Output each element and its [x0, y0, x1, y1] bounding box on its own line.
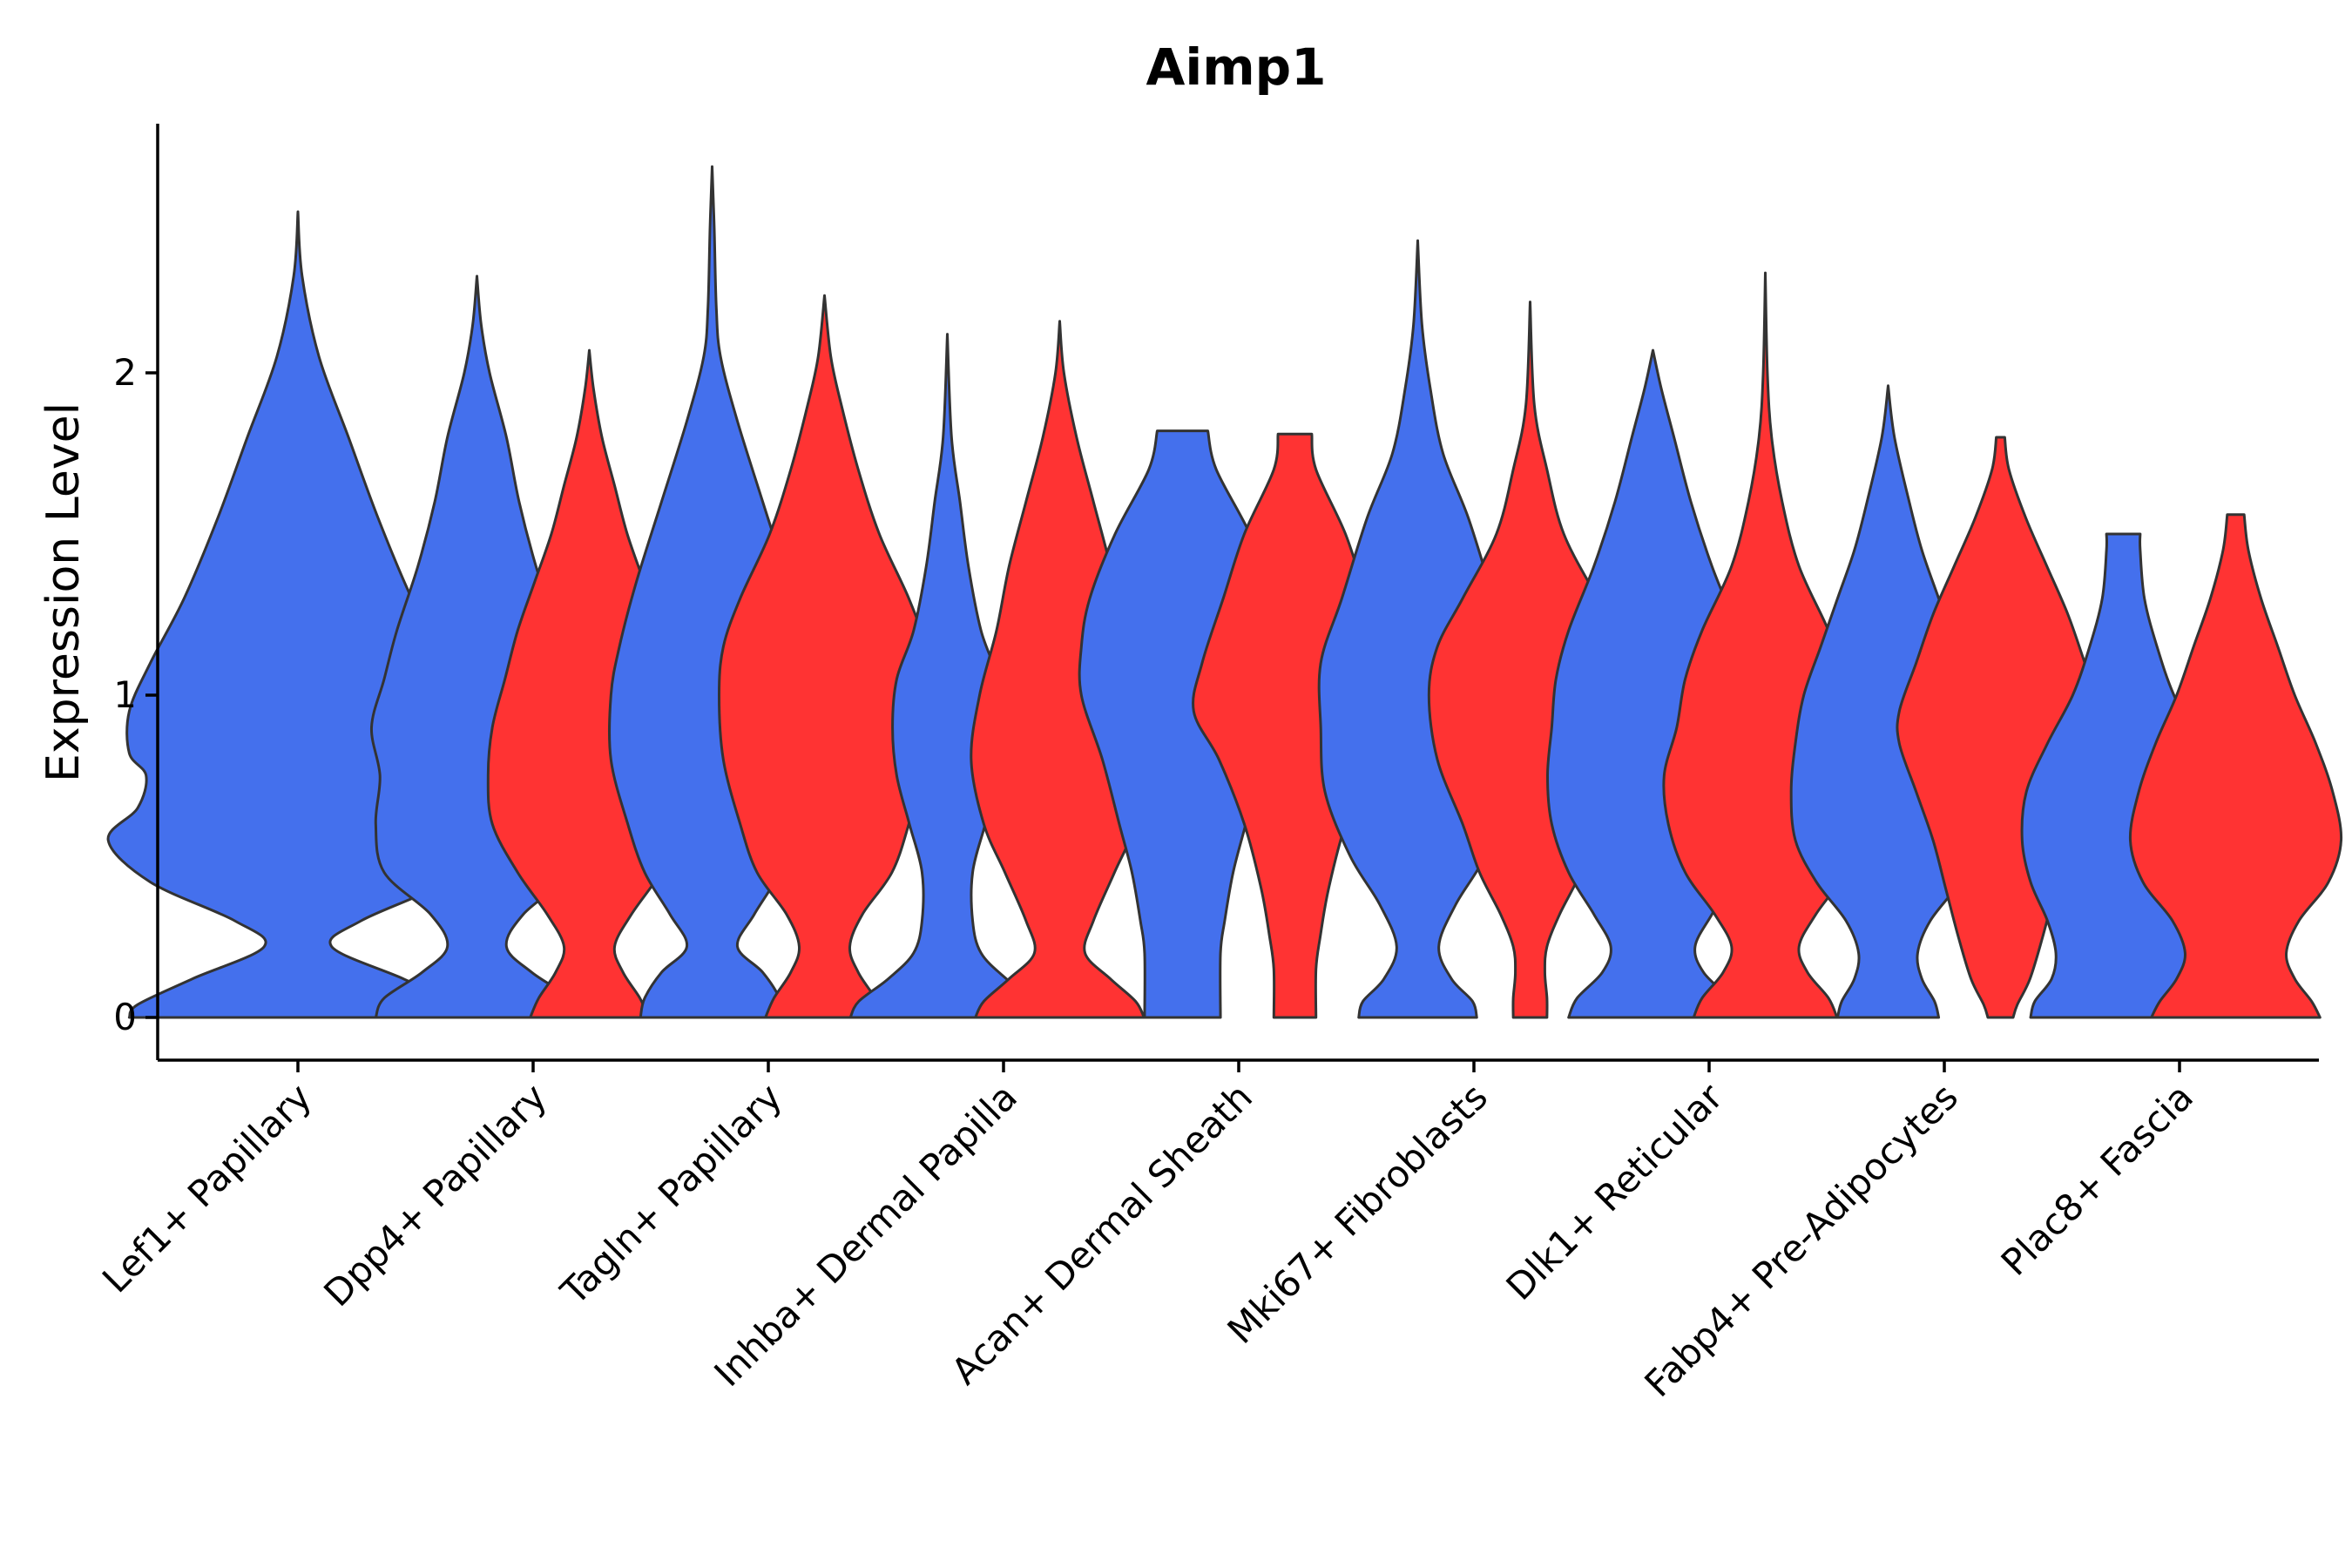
y-axis-label: Expression Level — [37, 402, 90, 782]
x-tick-label: Lef1+ Papillary — [94, 1075, 320, 1301]
y-tick-label: 1 — [113, 673, 137, 716]
violins-layer — [106, 165, 2343, 1019]
y-tick-label: 2 — [113, 351, 137, 394]
violin-red-plac8-fascia — [2128, 513, 2343, 1019]
x-tick-label: Mki67+ Fibroblasts — [1220, 1075, 1496, 1351]
violin-blue-inhba-dermal-papilla — [848, 333, 1046, 1019]
x-tick-label: Plac8+ Fascia — [1993, 1075, 2201, 1283]
x-tick-label: Tagln+ Papillary — [552, 1075, 790, 1313]
violin-red-inhba-dermal-papilla — [970, 320, 1150, 1019]
violin-red-tagln-papillary — [718, 294, 931, 1019]
x-tick-label: Dpp4+ Papillary — [315, 1075, 555, 1315]
chart-title: Aimp1 — [1146, 37, 1326, 97]
x-tick-label: Dlk1+ Reticular — [1498, 1075, 1732, 1308]
y-tick-label: 0 — [113, 996, 137, 1038]
